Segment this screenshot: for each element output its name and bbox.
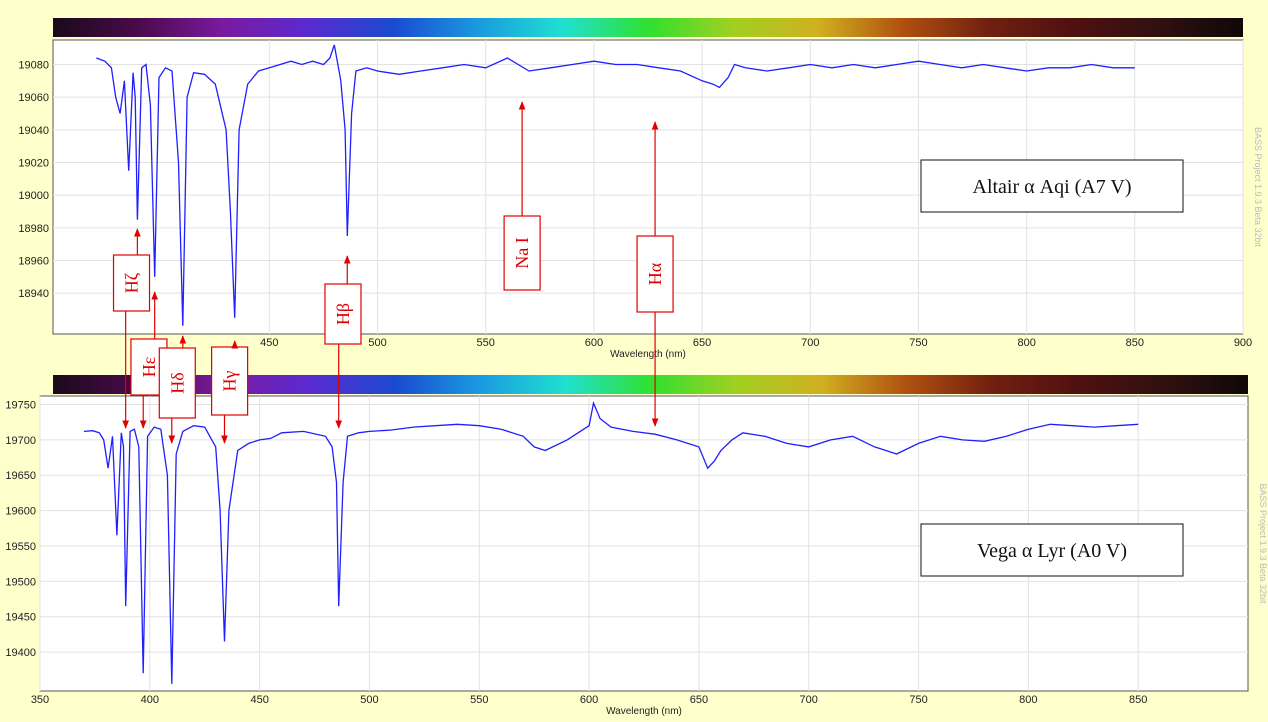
star-label-box-altair (920, 159, 1184, 213)
y-tick-label: 19060 (18, 92, 49, 104)
x-tick-label: 900 (1234, 337, 1252, 349)
line-label-Hε: Hε (139, 356, 159, 377)
x-tick-label: 600 (580, 694, 598, 706)
x-tick-label: 650 (693, 337, 711, 349)
x-tick-label: 400 (141, 694, 159, 706)
line-label-Hβ-box (324, 283, 362, 345)
x-tick-label: 450 (250, 694, 268, 706)
line-label-Hγ: Hγ (220, 370, 240, 391)
star-label-box-vega (920, 523, 1184, 577)
y-tick-label: 19600 (5, 506, 36, 518)
annotation-Na-I: Na I (512, 237, 532, 268)
spectrum-bar-altair (53, 18, 1243, 37)
y-tick-label: 18980 (18, 223, 49, 235)
annotation-H-alpha: Hα (645, 262, 665, 285)
y-tick-label: 19450 (5, 612, 36, 624)
x-tick-label: 600 (585, 337, 603, 349)
line-label-Hζ: Hζ (122, 272, 142, 293)
spectrum-line-vega (83, 400, 1139, 684)
watermark-text: BASS Project 1.9.3 Beta 32bit (1258, 483, 1268, 604)
x-tick-label: 550 (477, 337, 495, 349)
y-tick-label: 19500 (5, 576, 36, 588)
line-label-Hβ: Hβ (333, 303, 353, 325)
line-label-Hγ-box (211, 346, 249, 416)
x-tick-label: 500 (360, 694, 378, 706)
line-label-Hδ: Hδ (167, 372, 187, 393)
star-label-vega: Vega α Lyr (A0 V) (977, 540, 1127, 562)
x-tick-label: 850 (1129, 694, 1147, 706)
x-tick-label: 500 (368, 337, 386, 349)
x-tick-label: 850 (1126, 337, 1144, 349)
x-axis-title: Wavelength (nm) (606, 706, 682, 717)
x-tick-label: 450 (260, 337, 278, 349)
x-tick-label: 550 (470, 694, 488, 706)
y-tick-label: 18940 (18, 288, 49, 300)
y-tick-label: 19400 (5, 647, 36, 659)
x-axis-title: Wavelength (nm) (610, 349, 686, 360)
y-tick-label: 19700 (5, 435, 36, 447)
watermark-text: BASS Project 1.9.3 Beta 32bit (1253, 127, 1263, 248)
y-tick-label: 19550 (5, 541, 36, 553)
x-tick-label: 650 (690, 694, 708, 706)
y-tick-label: 19000 (18, 190, 49, 202)
line-label-Hζ-box (112, 254, 151, 312)
y-tick-label: 19020 (18, 158, 49, 170)
line-label-Hδ-box (158, 347, 196, 419)
y-tick-label: 19040 (18, 125, 49, 137)
x-tick-label: 700 (801, 337, 819, 349)
x-tick-label: 800 (1017, 337, 1035, 349)
y-tick-label: 19650 (5, 470, 36, 482)
annotation-H-alpha-box (636, 235, 674, 313)
y-tick-label: 19750 (5, 399, 36, 411)
y-tick-label: 19080 (18, 60, 49, 72)
x-tick-label: 700 (800, 694, 818, 706)
x-tick-label: 750 (909, 337, 927, 349)
x-tick-label: 750 (909, 694, 927, 706)
star-label-altair: Altair α Aqi (A7 V) (973, 176, 1132, 198)
x-tick-label: 350 (31, 694, 49, 706)
x-tick-label: 800 (1019, 694, 1037, 706)
spectrum-bar-vega (53, 375, 1248, 394)
spectrum-line-altair (96, 44, 1135, 326)
y-tick-label: 18960 (18, 256, 49, 268)
